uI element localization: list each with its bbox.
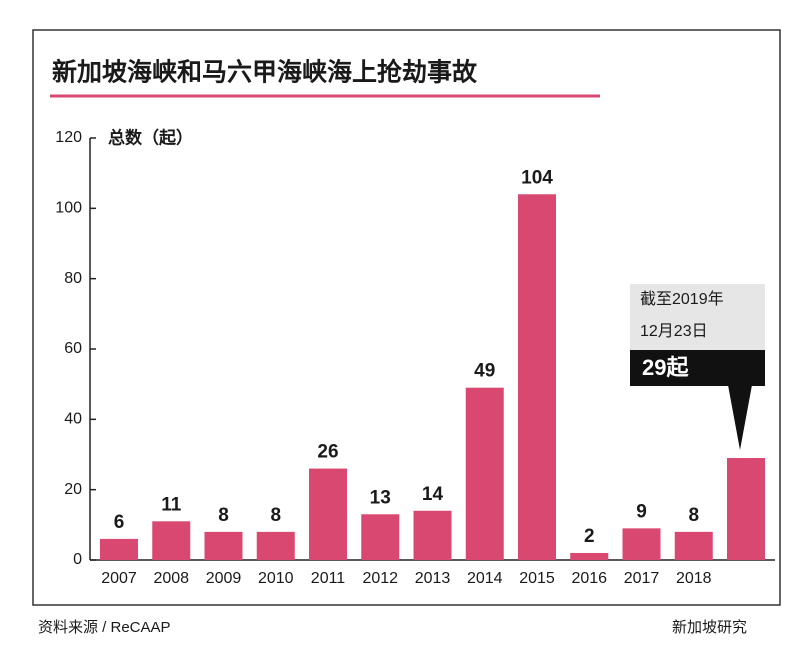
value-label: 49: [474, 361, 495, 382]
x-tick-label: 2015: [519, 570, 555, 587]
bar: [518, 194, 556, 560]
x-tick-label: 2011: [311, 570, 346, 587]
x-tick-label: 2012: [362, 570, 398, 587]
y-tick-label: 60: [64, 340, 82, 357]
y-tick-label: 120: [55, 129, 82, 146]
value-label: 11: [161, 494, 182, 515]
watermark: 新加坡研究: [672, 619, 747, 636]
value-label: 9: [636, 501, 647, 522]
value-label: 8: [270, 505, 281, 526]
value-label: 8: [688, 505, 699, 526]
y-tick-label: 0: [73, 551, 82, 568]
x-tick-label: 2018: [676, 570, 712, 587]
value-label: 26: [317, 442, 338, 463]
source: 资料来源 / ReCAAP: [38, 619, 171, 636]
callout-pointer: [728, 385, 752, 451]
bar: [100, 538, 138, 560]
y-axis-label: 总数（起）: [108, 127, 193, 147]
bar: [570, 552, 609, 560]
x-tick-label: 2017: [624, 570, 660, 587]
x-tick-label: 2007: [101, 570, 137, 587]
value-label: 2: [584, 526, 595, 547]
bar: [465, 387, 504, 560]
annotation: 截至2019年: [640, 290, 724, 308]
y-tick-label: 20: [64, 481, 82, 498]
value-label: 8: [218, 505, 229, 526]
bar: [204, 531, 243, 560]
x-tick-label: 2013: [415, 570, 451, 587]
y-tick-label: 80: [64, 270, 82, 287]
bar: [413, 510, 452, 560]
y-tick-label: 40: [64, 411, 82, 428]
bar: [152, 521, 191, 560]
value-label: 104: [521, 167, 553, 188]
annotation: 12月23日: [640, 323, 708, 340]
bar: [309, 468, 347, 560]
bar: [674, 531, 713, 560]
x-tick-label: 2009: [206, 570, 242, 587]
frame: [32, 29, 781, 606]
value-label: 13: [370, 487, 391, 508]
bar: [256, 531, 295, 560]
bar: [361, 514, 400, 560]
callout-value-box: [630, 350, 765, 386]
x-tick-label: 2008: [153, 570, 189, 587]
bar: [727, 458, 765, 560]
value-label: 6: [114, 512, 125, 533]
callout-box: [630, 284, 765, 350]
y-tick-label: 100: [55, 200, 82, 217]
x-tick-label: 2010: [258, 570, 294, 587]
value-label: 29起: [642, 355, 689, 380]
chart-title: 新加坡海峡和马六甲海峡海上抢劫事故: [52, 58, 478, 87]
x-tick-label: 2014: [467, 570, 503, 587]
value-label: 14: [422, 484, 444, 505]
bar: [622, 528, 661, 560]
x-tick-label: 2016: [571, 570, 607, 587]
